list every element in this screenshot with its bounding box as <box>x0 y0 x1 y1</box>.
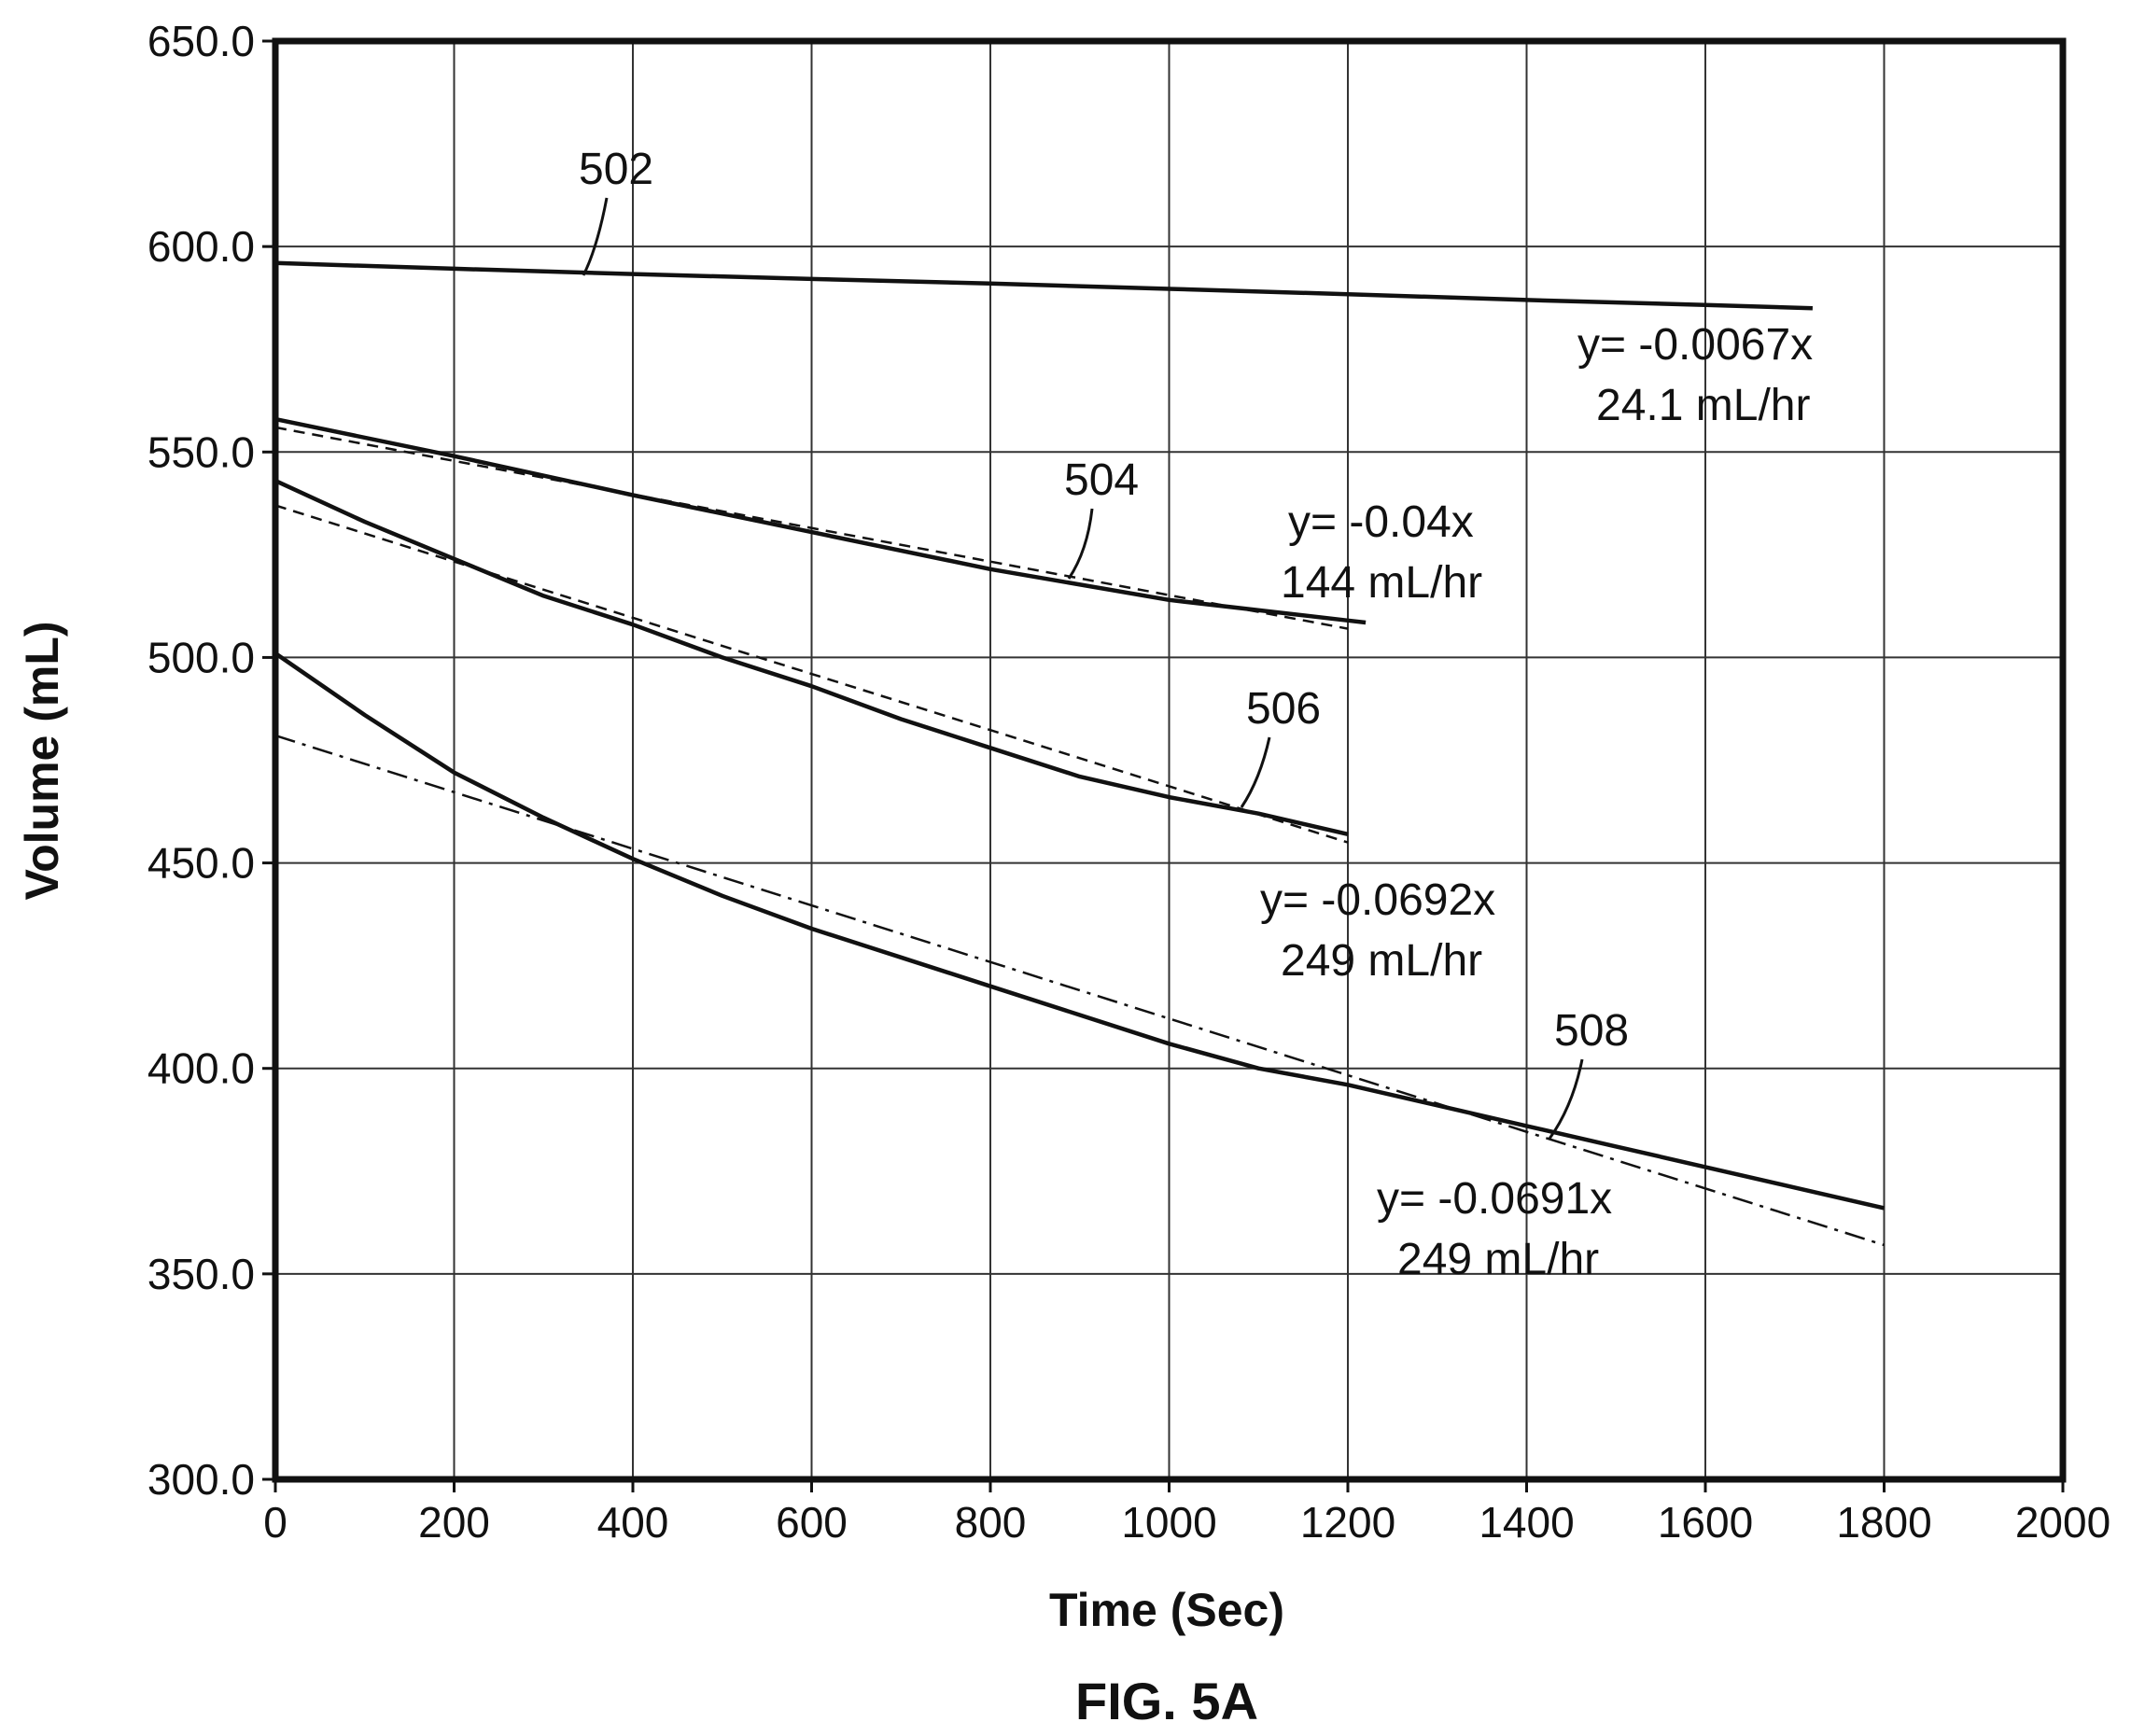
equation-label-502: y= -0.0067x <box>1577 320 1813 370</box>
y-tick-label: 500.0 <box>147 633 255 681</box>
equation-label-508: y= -0.0691x <box>1377 1174 1612 1224</box>
y-tick-label: 600.0 <box>147 222 255 271</box>
y-tick-label: 300.0 <box>147 1455 255 1504</box>
series-line-508 <box>273 651 1886 1211</box>
x-tick-label: 2000 <box>2015 1498 2110 1547</box>
x-tick-label: 1600 <box>1658 1498 1753 1547</box>
x-tick-label: 1000 <box>1121 1498 1216 1547</box>
reference-label-502: 502 <box>579 145 653 194</box>
leader-line-502 <box>582 197 609 276</box>
x-axis-ticks: 0 200 400 600 800 1000 1200 1400 1600 1800 2000 <box>263 1479 2110 1547</box>
y-tick-label: 650.0 <box>147 17 255 65</box>
series-line-502 <box>274 260 1813 311</box>
x-tick-label: 800 <box>955 1498 1027 1547</box>
y-tick-label: 400.0 <box>147 1044 255 1093</box>
y-axis-title: Volume (mL) <box>16 621 68 900</box>
rate-label-508: 249 mL/hr <box>1397 1235 1599 1284</box>
grid <box>274 40 2064 1480</box>
x-tick-label: 400 <box>597 1498 669 1547</box>
rate-label-504: 144 mL/hr <box>1281 558 1482 608</box>
y-tick-label: 350.0 <box>147 1250 255 1298</box>
leader-line-504 <box>1067 508 1094 580</box>
x-tick-label: 1200 <box>1300 1498 1395 1547</box>
leader-line-506 <box>1240 736 1271 808</box>
y-tick-label: 450.0 <box>147 839 255 888</box>
rate-label-506: 249 mL/hr <box>1281 936 1482 986</box>
series-line-506-fit <box>274 504 1349 844</box>
y-axis-ticks: 300.0 350.0 400.0 450.0 500.0 550.0 600.0 650.0 <box>147 17 275 1504</box>
equation-label-506: y= -0.0692x <box>1260 875 1495 925</box>
series-line-508-fit <box>274 734 1885 1247</box>
annotations: 502 y= -0.0067x 24.1 mL/hr 504 y= -0.04x 144 … <box>579 145 1813 1284</box>
equation-label-504: y= -0.04x <box>1288 497 1474 547</box>
x-tick-label: 600 <box>776 1498 848 1547</box>
reference-label-504: 504 <box>1064 455 1139 505</box>
series-line-504 <box>274 416 1367 625</box>
figure-label: FIG. 5A <box>1075 1672 1258 1730</box>
x-tick-label: 0 <box>263 1498 287 1547</box>
series-line-506 <box>274 479 1349 836</box>
x-tick-label: 200 <box>418 1498 490 1547</box>
x-axis-title: Time (Sec) <box>1049 1584 1284 1636</box>
x-tick-label: 1800 <box>1836 1498 1931 1547</box>
y-tick-label: 550.0 <box>147 427 255 476</box>
series-line-504-fit <box>274 426 1349 630</box>
x-tick-label: 1400 <box>1479 1498 1574 1547</box>
series-layer <box>273 260 1886 1247</box>
leader-line-508 <box>1548 1058 1584 1140</box>
rate-label-502: 24.1 mL/hr <box>1596 381 1810 430</box>
reference-label-506: 506 <box>1246 684 1321 734</box>
reference-label-508: 508 <box>1554 1006 1629 1056</box>
